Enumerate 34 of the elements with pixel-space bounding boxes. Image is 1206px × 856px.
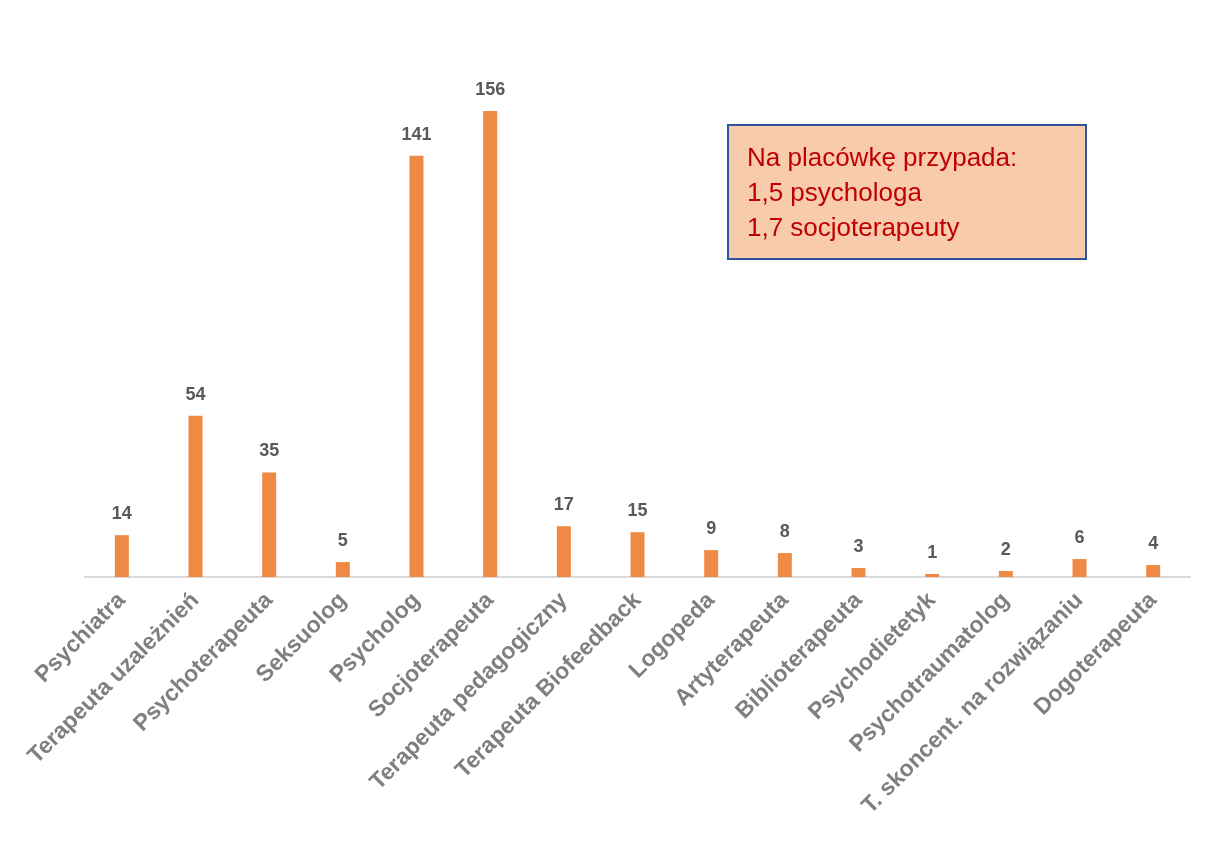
- bar: [409, 155, 424, 577]
- note-box: Na placówkę przypada: 1,5 psychologa 1,7 socjoterapeuty: [727, 124, 1087, 260]
- data-label: 6: [1074, 527, 1085, 548]
- annotation: 1,7 socjoterapeuty: [747, 211, 961, 244]
- data-label: 156: [475, 78, 506, 99]
- data-label: 1: [927, 541, 938, 562]
- data-label: 3: [853, 536, 864, 557]
- bar: [335, 562, 350, 577]
- data-label: 5: [337, 530, 348, 551]
- data-label: 35: [259, 440, 280, 461]
- data-label: 17: [553, 494, 574, 515]
- bar: [556, 526, 571, 577]
- bar: [188, 415, 203, 577]
- bar: [925, 574, 940, 577]
- data-label: 4: [1148, 533, 1159, 554]
- data-label: 54: [185, 383, 206, 404]
- data-label: 8: [779, 521, 790, 542]
- data-label: 15: [627, 500, 648, 521]
- bar: [483, 111, 498, 577]
- annotation: Na placówkę przypada:: [747, 141, 1019, 174]
- data-label: 141: [401, 123, 432, 144]
- bar: [851, 568, 866, 577]
- bar: [777, 553, 792, 577]
- bar: [262, 472, 277, 577]
- data-label: 14: [111, 503, 132, 524]
- data-label: 9: [706, 518, 717, 539]
- bar: [114, 535, 129, 577]
- bar: [998, 571, 1013, 577]
- bar: [1072, 559, 1087, 577]
- bar: [630, 532, 645, 577]
- bar: [1146, 565, 1161, 577]
- data-label: 2: [1000, 538, 1011, 559]
- annotation: 1,5 psychologa: [747, 176, 923, 209]
- bar: [704, 550, 719, 577]
